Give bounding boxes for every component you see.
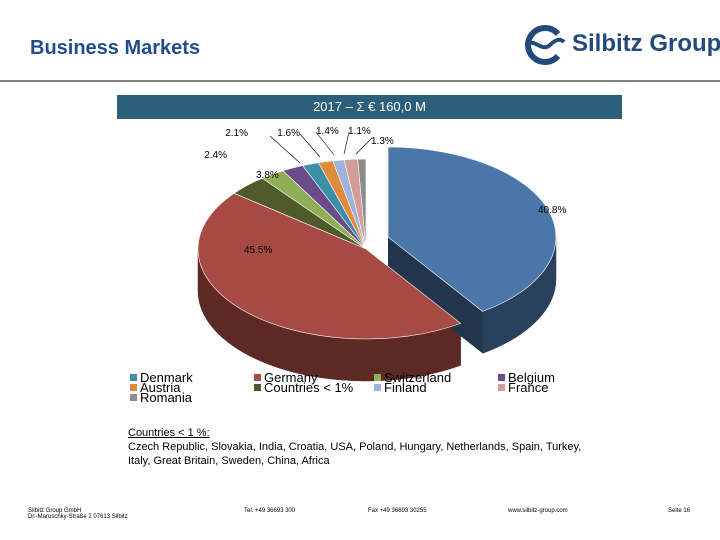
logo-mark-icon (524, 25, 566, 65)
data-label: 2.4% (204, 150, 227, 161)
page-title: Business Markets (30, 37, 201, 59)
logo-text: Silbitz Group (572, 30, 720, 57)
legend-swatch (374, 374, 381, 381)
countries-note: Countries < 1 %: Czech Republic, Slovaki… (128, 426, 628, 468)
note-line: Czech Republic, Slovakia, India, Croatia… (128, 441, 582, 453)
legend-swatch (374, 384, 381, 391)
legend-swatch (254, 374, 261, 381)
legend-swatch (130, 374, 137, 381)
legend-item: Denmark (130, 370, 193, 385)
footer-address: Dr.-Maruschky-Straße 2 07613 Silbitz (28, 514, 128, 520)
legend-label: Switzerland (384, 370, 452, 385)
legend-label: Austria (140, 380, 181, 395)
chart-legend: Denmark Austria Romania Germany Countrie… (130, 370, 650, 413)
legend-label: Denmark (140, 370, 193, 385)
data-label: 1.6% (277, 128, 300, 139)
data-label: 1.1% (348, 126, 371, 137)
legend-label: France (508, 380, 549, 395)
legend-item: Countries < 1% (254, 380, 354, 395)
pie-slice (197, 192, 462, 340)
chart-title: 2017 – Σ € 160,0 M (117, 95, 622, 119)
data-label: 40.8% (538, 205, 566, 216)
header-divider (0, 80, 720, 82)
note-line: Italy, Great Britain, Sweden, China, Afr… (128, 455, 330, 467)
data-label: 1.3% (371, 136, 394, 147)
leader-line (299, 133, 321, 158)
leader-line (343, 131, 350, 155)
leader-line (315, 131, 335, 156)
legend-label: Countries < 1% (264, 380, 354, 395)
footer-tel: Tel. +49 36693 300 (244, 508, 296, 514)
legend-item: Belgium (498, 370, 555, 385)
pie-slice (387, 146, 557, 312)
legend-swatch (130, 384, 137, 391)
legend-item: Switzerland (374, 370, 452, 385)
legend-swatch (498, 384, 505, 391)
leader-line (355, 137, 373, 155)
footer-company-name: Silbitz Group GmbH (28, 508, 82, 514)
footer-company: Silbitz Group GmbH Dr.-Maruschky-Straße … (28, 508, 128, 520)
legend-item: Austria (130, 380, 181, 395)
company-logo: Silbitz Group (520, 24, 720, 66)
legend-swatch (498, 374, 505, 381)
legend-item: Finland (374, 380, 427, 395)
data-label: 1.4% (316, 126, 339, 137)
legend-label: Germany (264, 370, 318, 385)
legend-swatch (130, 394, 137, 401)
legend-item: Germany (254, 370, 318, 385)
data-label: 3.8% (256, 170, 279, 181)
legend-label: Finland (384, 380, 427, 395)
data-label: 45.5% (244, 245, 272, 256)
note-title: Countries < 1 %: (128, 427, 210, 439)
leader-line (269, 135, 301, 164)
legend-item: Romania (130, 390, 193, 405)
footer-web-link[interactable]: www.silbitz-group.com (508, 508, 568, 514)
footer-fax: Fax +49 36693 30255 (368, 508, 427, 514)
footer-page-number: Seite 16 (668, 508, 691, 514)
legend-label: Belgium (508, 370, 555, 385)
legend-swatch (254, 384, 261, 391)
legend-item: France (498, 380, 549, 395)
data-label: 2.1% (225, 128, 248, 139)
legend-label: Romania (140, 390, 193, 405)
